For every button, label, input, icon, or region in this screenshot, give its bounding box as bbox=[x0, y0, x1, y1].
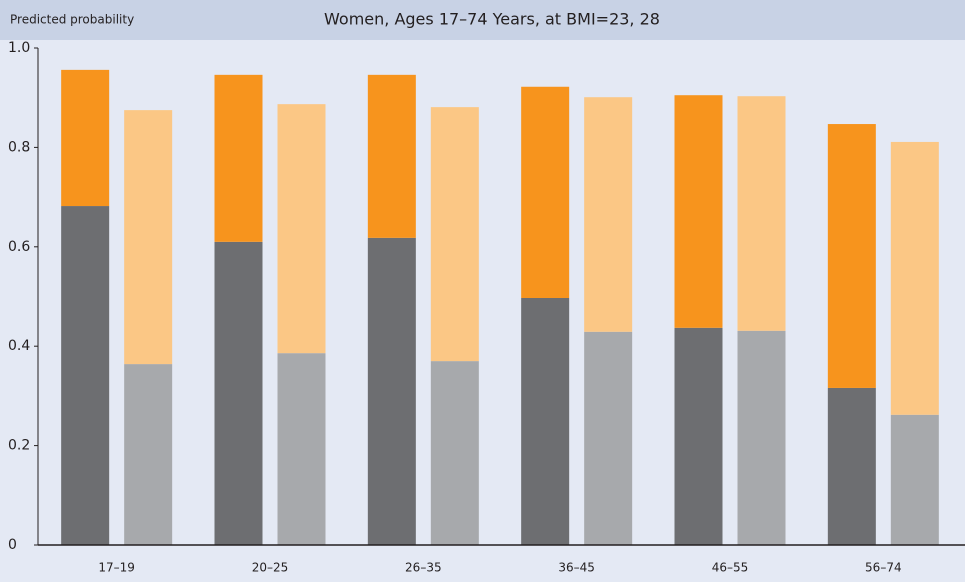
header-band bbox=[0, 0, 965, 40]
x-tick-label: 20–25 bbox=[252, 561, 289, 575]
x-tick-label: 46–55 bbox=[712, 561, 749, 575]
bar-segment bbox=[124, 110, 173, 365]
bar-segment bbox=[61, 69, 110, 207]
y-tick-label: 0.6 bbox=[8, 239, 30, 255]
bar-segment bbox=[367, 74, 416, 238]
bar-segment bbox=[124, 364, 173, 545]
y-tick-label: 0 bbox=[8, 537, 17, 553]
bar-segment bbox=[430, 107, 479, 362]
bar-segment bbox=[737, 330, 786, 545]
chart-title: Women, Ages 17–74 Years, at BMI=23, 28 bbox=[324, 10, 660, 29]
bar-segment bbox=[890, 414, 939, 545]
bar-segment bbox=[827, 387, 876, 545]
x-tick-label: 36–45 bbox=[558, 561, 595, 575]
y-tick-label: 0.4 bbox=[8, 338, 30, 354]
bar-segment bbox=[214, 241, 263, 545]
bar-segment bbox=[367, 237, 416, 545]
bar-segment bbox=[61, 206, 110, 545]
bar-segment bbox=[430, 361, 479, 545]
y-tick-label: 0.2 bbox=[8, 438, 30, 454]
bar-segment bbox=[584, 331, 633, 545]
x-tick-label: 26–35 bbox=[405, 561, 442, 575]
bar-segment bbox=[674, 95, 723, 328]
bar-segment bbox=[277, 353, 326, 545]
bar-segment bbox=[584, 97, 633, 332]
bar-segment bbox=[521, 86, 570, 298]
y-tick-label: 0.8 bbox=[8, 139, 30, 155]
x-tick-label: 17–19 bbox=[98, 561, 135, 575]
bar-segment bbox=[827, 124, 876, 388]
x-tick-label: 56–74 bbox=[865, 561, 902, 575]
bar-segment bbox=[737, 96, 786, 331]
bar-segment bbox=[214, 74, 263, 242]
bar-segment bbox=[277, 104, 326, 354]
y-tick-label: 1.0 bbox=[8, 40, 30, 56]
bar-segment bbox=[521, 297, 570, 545]
bar-segment bbox=[890, 141, 939, 415]
bar-segment bbox=[674, 327, 723, 545]
y-axis-label: Predicted probability bbox=[10, 13, 134, 27]
